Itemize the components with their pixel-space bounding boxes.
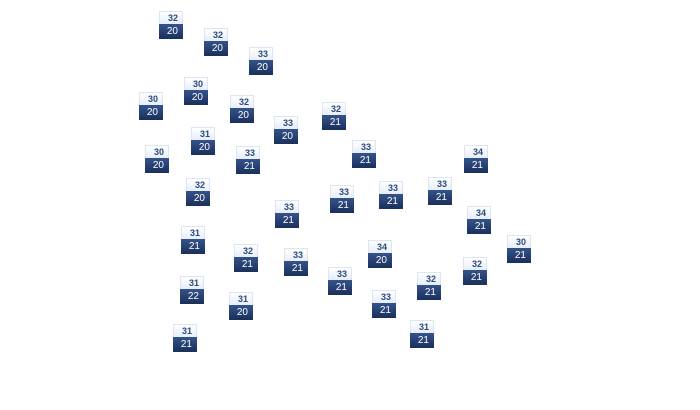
high-temperature: 31 [410, 320, 434, 333]
high-temperature: 33 [284, 248, 308, 261]
temperature-marker[interactable]: 34 20 [368, 240, 392, 268]
temperature-marker[interactable]: 33 20 [249, 47, 273, 75]
high-temperature: 33 [275, 200, 299, 213]
low-temperature: 21 [467, 219, 491, 234]
high-temperature: 33 [274, 116, 298, 129]
high-temperature: 32 [463, 257, 487, 270]
low-temperature: 20 [191, 140, 215, 155]
low-temperature: 20 [368, 253, 392, 268]
high-temperature: 31 [191, 127, 215, 140]
high-temperature: 30 [507, 235, 531, 248]
temperature-marker[interactable]: 33 21 [236, 146, 260, 174]
low-temperature: 21 [275, 213, 299, 228]
low-temperature: 20 [159, 24, 183, 39]
temperature-marker[interactable]: 33 21 [352, 140, 376, 168]
high-temperature: 30 [139, 92, 163, 105]
low-temperature: 22 [180, 289, 204, 304]
low-temperature: 21 [464, 158, 488, 173]
low-temperature: 21 [372, 303, 396, 318]
high-temperature: 33 [372, 290, 396, 303]
temperature-marker[interactable]: 33 21 [284, 248, 308, 276]
low-temperature: 20 [230, 108, 254, 123]
high-temperature: 33 [428, 177, 452, 190]
low-temperature: 21 [236, 159, 260, 174]
low-temperature: 21 [322, 115, 346, 130]
high-temperature: 34 [368, 240, 392, 253]
high-temperature: 33 [330, 185, 354, 198]
low-temperature: 21 [463, 270, 487, 285]
low-temperature: 21 [173, 337, 197, 352]
low-temperature: 20 [274, 129, 298, 144]
temperature-marker[interactable]: 32 20 [186, 178, 210, 206]
high-temperature: 32 [417, 272, 441, 285]
low-temperature: 20 [204, 41, 228, 56]
high-temperature: 32 [322, 102, 346, 115]
high-temperature: 32 [230, 95, 254, 108]
temperature-marker[interactable]: 33 21 [328, 267, 352, 295]
high-temperature: 31 [229, 292, 253, 305]
low-temperature: 21 [284, 261, 308, 276]
temperature-marker[interactable]: 33 21 [330, 185, 354, 213]
temperature-marker[interactable]: 31 21 [181, 226, 205, 254]
low-temperature: 20 [145, 158, 169, 173]
low-temperature: 21 [410, 333, 434, 348]
temperature-marker[interactable]: 32 21 [417, 272, 441, 300]
temperature-marker[interactable]: 32 21 [322, 102, 346, 130]
low-temperature: 20 [139, 105, 163, 120]
temperature-marker[interactable]: 32 20 [230, 95, 254, 123]
high-temperature: 30 [145, 145, 169, 158]
temperature-marker[interactable]: 33 21 [428, 177, 452, 205]
low-temperature: 20 [229, 305, 253, 320]
high-temperature: 32 [186, 178, 210, 191]
low-temperature: 20 [249, 60, 273, 75]
temperature-marker[interactable]: 32 21 [234, 244, 258, 272]
temperature-marker[interactable]: 33 21 [275, 200, 299, 228]
low-temperature: 21 [234, 257, 258, 272]
low-temperature: 20 [186, 191, 210, 206]
low-temperature: 20 [184, 90, 208, 105]
low-temperature: 21 [507, 248, 531, 263]
temperature-marker[interactable]: 33 20 [274, 116, 298, 144]
high-temperature: 34 [467, 206, 491, 219]
low-temperature: 21 [417, 285, 441, 300]
temperature-marker[interactable]: 31 22 [180, 276, 204, 304]
high-temperature: 33 [328, 267, 352, 280]
high-temperature: 31 [173, 324, 197, 337]
high-temperature: 33 [249, 47, 273, 60]
temperature-marker[interactable]: 33 21 [379, 181, 403, 209]
low-temperature: 21 [328, 280, 352, 295]
high-temperature: 30 [184, 77, 208, 90]
temperature-marker[interactable]: 30 20 [145, 145, 169, 173]
temperature-marker[interactable]: 31 20 [191, 127, 215, 155]
temperature-marker[interactable]: 31 21 [173, 324, 197, 352]
temperature-marker[interactable]: 32 20 [159, 11, 183, 39]
low-temperature: 21 [379, 194, 403, 209]
high-temperature: 33 [352, 140, 376, 153]
high-temperature: 33 [379, 181, 403, 194]
temperature-marker[interactable]: 30 21 [507, 235, 531, 263]
temperature-marker[interactable]: 32 20 [204, 28, 228, 56]
temperature-marker[interactable]: 31 21 [410, 320, 434, 348]
low-temperature: 21 [181, 239, 205, 254]
high-temperature: 32 [159, 11, 183, 24]
low-temperature: 21 [428, 190, 452, 205]
high-temperature: 32 [204, 28, 228, 41]
temperature-marker[interactable]: 34 21 [467, 206, 491, 234]
high-temperature: 31 [180, 276, 204, 289]
high-temperature: 34 [464, 145, 488, 158]
low-temperature: 21 [352, 153, 376, 168]
temperature-marker[interactable]: 30 20 [184, 77, 208, 105]
temperature-marker[interactable]: 32 21 [463, 257, 487, 285]
low-temperature: 21 [330, 198, 354, 213]
temperature-marker[interactable]: 30 20 [139, 92, 163, 120]
high-temperature: 33 [236, 146, 260, 159]
temperature-marker[interactable]: 31 20 [229, 292, 253, 320]
temperature-marker[interactable]: 34 21 [464, 145, 488, 173]
high-temperature: 31 [181, 226, 205, 239]
temperature-marker[interactable]: 33 21 [372, 290, 396, 318]
high-temperature: 32 [234, 244, 258, 257]
